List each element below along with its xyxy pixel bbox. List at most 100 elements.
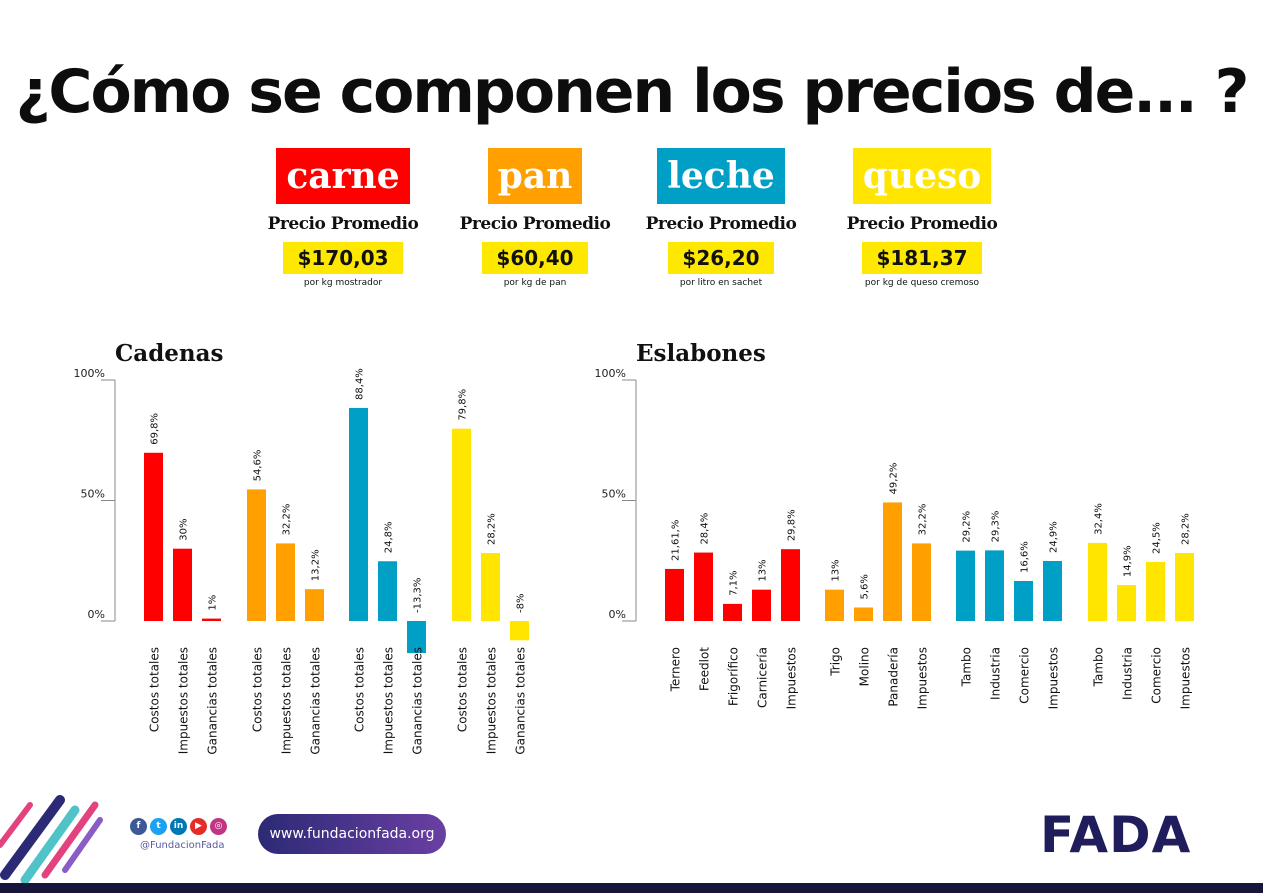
data-label: 88,4% [355, 368, 366, 400]
category-label: Impuestos totales [485, 647, 499, 754]
bar [883, 502, 902, 621]
data-label: 30% [179, 518, 190, 540]
data-label: 7,1% [729, 570, 740, 595]
category-label: Ternero [669, 647, 683, 692]
product-tag: leche [657, 148, 785, 204]
category-label: Panadería [887, 647, 901, 707]
price-label: Precio Promedio [645, 214, 797, 234]
price-unit: por kg de queso cremoso [864, 278, 980, 288]
category-label: Comercio [1150, 647, 1164, 704]
category-label: Impuestos totales [280, 647, 294, 754]
bar [144, 452, 163, 621]
bar [694, 552, 713, 621]
data-label: 32,4% [1094, 503, 1105, 535]
product-tag: queso [852, 148, 992, 204]
data-label: 1% [208, 595, 219, 611]
bar [781, 549, 800, 621]
footer-bar [0, 883, 1263, 893]
bar [202, 618, 221, 621]
website-link[interactable]: www.fundacionfada.org [258, 814, 446, 854]
product-tag: pan [487, 148, 583, 204]
data-label: 32,2% [282, 504, 293, 536]
social-icons: f t in ▶ ◎ [130, 818, 227, 835]
bar [1146, 561, 1165, 621]
category-label: Costos totales [251, 647, 265, 732]
category-label: Impuestos totales [382, 647, 396, 754]
category-label: Feedlot [698, 647, 712, 691]
data-label: 13% [831, 559, 842, 581]
category-label: Carnicería [756, 647, 770, 708]
bar [452, 428, 471, 621]
bar [1175, 553, 1194, 621]
youtube-icon[interactable]: ▶ [190, 818, 207, 835]
product-pan: pan Precio Promedio $60,40 por kg de pan [435, 148, 635, 288]
category-label: Impuestos [1047, 647, 1061, 709]
price-value: $60,40 [482, 242, 588, 274]
category-label: Impuestos [1179, 647, 1193, 709]
price-label: Precio Promedio [459, 214, 611, 234]
bar [1014, 580, 1033, 621]
data-label: 29,8% [787, 509, 798, 541]
data-label: 29,2% [962, 511, 973, 543]
bar [825, 589, 844, 621]
data-label: 14,9% [1123, 545, 1134, 577]
data-label: 79,8% [458, 389, 469, 421]
bar [912, 543, 931, 621]
data-label: -8% [516, 594, 527, 613]
facebook-icon[interactable]: f [130, 818, 147, 835]
category-label: Industria [1121, 647, 1135, 700]
data-label: 5,6% [860, 574, 871, 599]
category-label: Impuestos [916, 647, 930, 709]
category-label: Costos totales [456, 647, 470, 732]
category-label: Ganancias totales [411, 647, 425, 755]
bar [247, 489, 266, 621]
category-label: Tambo [1092, 647, 1106, 687]
bar [665, 568, 684, 621]
price-label: Precio Promedio [267, 214, 419, 234]
bar [510, 621, 529, 641]
bar [985, 550, 1004, 621]
bar [407, 621, 426, 654]
y-tick-label: 100% [595, 367, 626, 380]
price-value: $181,37 [862, 242, 982, 274]
data-label: 13,2% [311, 549, 322, 581]
category-label: Comercio [1018, 647, 1032, 704]
data-label: 49,2% [889, 463, 900, 495]
fada-logo: FADA [1040, 806, 1192, 864]
instagram-icon[interactable]: ◎ [210, 818, 227, 835]
price-unit: por kg mostrador [303, 278, 383, 288]
price-label: Precio Promedio [846, 214, 998, 234]
y-tick-label: 0% [609, 608, 626, 621]
bar [481, 553, 500, 621]
data-label: 28,2% [487, 513, 498, 545]
chart-title-eslabones: Eslabones [636, 340, 766, 367]
bar [173, 548, 192, 621]
category-label: Costos totales [148, 647, 162, 732]
data-label: 24,9% [1049, 521, 1060, 553]
category-label: Tambo [960, 647, 974, 687]
twitter-icon[interactable]: t [150, 818, 167, 835]
data-label: 24,8% [384, 521, 395, 553]
product-carne: carne Precio Promedio $170,03 por kg mos… [243, 148, 443, 288]
bar [854, 607, 873, 621]
price-value: $26,20 [668, 242, 774, 274]
social-handle[interactable]: @FundacionFada [140, 840, 225, 851]
page-title: ¿Cómo se componen los precios de... ? [15, 57, 1250, 127]
y-tick-label: 0% [88, 608, 105, 621]
category-label: Ganancias totales [206, 647, 220, 755]
data-label: 24,5% [1152, 522, 1163, 554]
data-label: 29,3% [991, 511, 1002, 543]
bar [723, 603, 742, 621]
product-leche: leche Precio Promedio $26,20 por litro e… [621, 148, 821, 288]
category-label: Frigorífico [727, 647, 741, 706]
y-tick-label: 50% [602, 488, 626, 501]
bar [1117, 585, 1136, 621]
bar [1088, 542, 1107, 621]
category-label: Molino [858, 647, 872, 686]
bar [305, 589, 324, 621]
data-label: 13% [758, 559, 769, 581]
category-label: Trigo [829, 647, 843, 677]
linkedin-icon[interactable]: in [170, 818, 187, 835]
data-label: 21,61,% [671, 520, 682, 561]
data-label: 28,4% [700, 513, 711, 545]
